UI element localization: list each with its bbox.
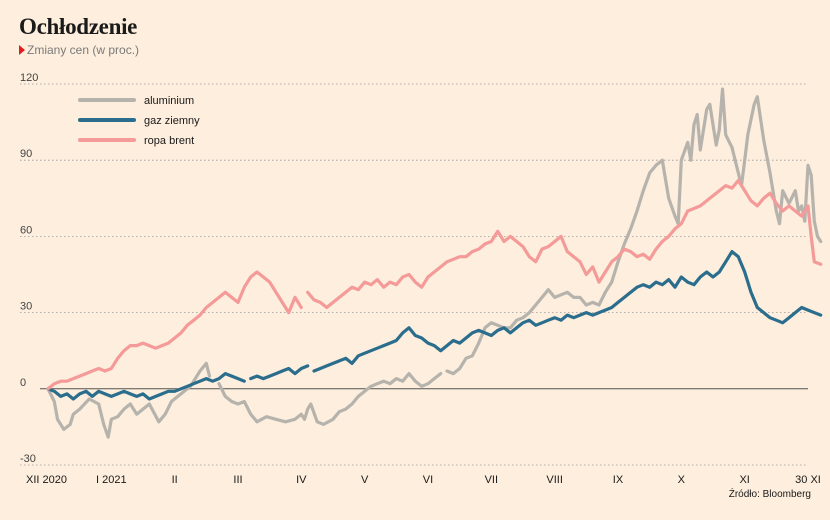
x-tick-label: II — [172, 474, 178, 486]
series-line-aluminium — [46, 87, 823, 439]
subtitle-text: Zmiany cen (w proc.) — [27, 43, 140, 57]
x-tick-label: III — [233, 474, 242, 486]
series-line-gaz-ziemny — [46, 250, 823, 401]
y-tick-label: 90 — [20, 148, 32, 160]
y-tick-label: 60 — [20, 224, 32, 236]
y-tick-label: 30 — [20, 301, 32, 313]
series-line-ropa-brent — [46, 178, 823, 391]
x-tick-label: X — [678, 474, 686, 486]
x-tick-label: VI — [423, 474, 433, 486]
chart-title: Ochłodzenie — [19, 14, 138, 39]
x-tick-label: I 2021 — [96, 474, 127, 486]
x-tick-label: IV — [296, 474, 307, 486]
legend-label: ropa brent — [144, 135, 194, 147]
x-tick-label: V — [361, 474, 369, 486]
grid — [20, 83, 808, 466]
x-tick-label: XI — [739, 474, 749, 486]
x-axis-ticks: XII 2020 I 2021 II III IV V VI VII VIII IX X XI 30 X… — [26, 474, 821, 486]
y-axis-ticks: -30 0 30 60 90 120 — [20, 72, 38, 465]
x-tick-label: VIII — [546, 474, 563, 486]
series-lines — [46, 87, 823, 439]
x-tick-label: IX — [613, 474, 624, 486]
y-tick-label: -30 — [20, 453, 36, 465]
legend: aluminium gaz ziemny ropa brent — [78, 95, 200, 147]
chart-subtitle: Zmiany cen (w proc.) — [19, 43, 139, 57]
y-tick-label: 120 — [20, 72, 38, 84]
x-tick-label: VII — [485, 474, 498, 486]
legend-label: aluminium — [144, 95, 194, 107]
y-tick-label: 0 — [20, 377, 26, 389]
source-note: Źródło: Bloomberg — [728, 489, 811, 500]
x-tick-label: 30 XI — [795, 474, 821, 486]
triangle-marker-icon — [19, 45, 25, 55]
x-tick-label: XII 2020 — [26, 474, 67, 486]
legend-label: gaz ziemny — [144, 115, 200, 127]
